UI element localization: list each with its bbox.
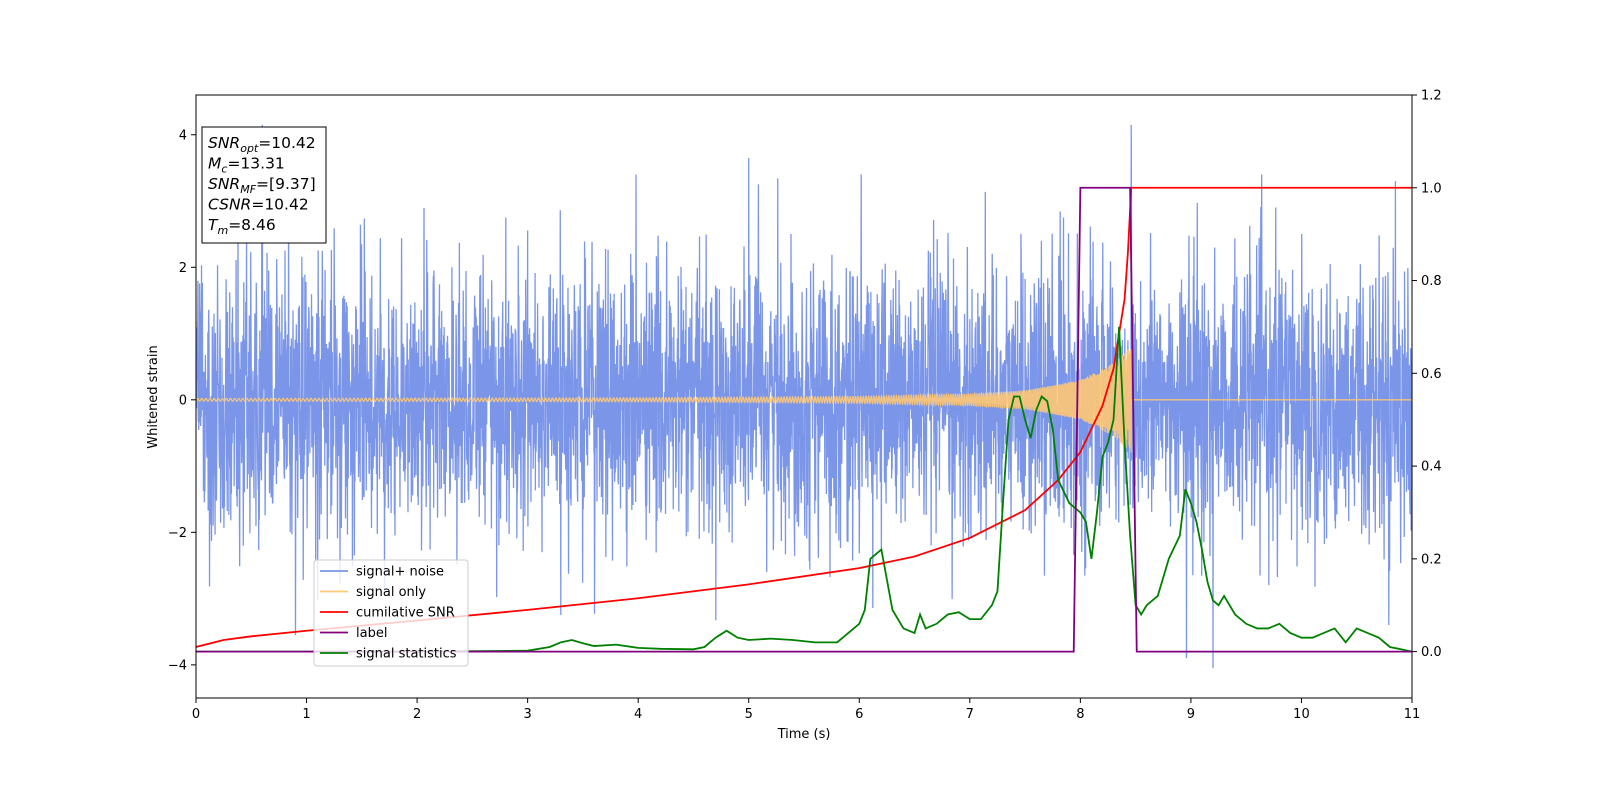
y-tick-label: −4 <box>168 658 187 673</box>
x-tick-label: 8 <box>1076 707 1084 722</box>
y-tick-label: 0 <box>179 393 187 408</box>
y-tick-label: −2 <box>168 526 187 541</box>
legend-label-label: label <box>356 626 387 641</box>
x-tick-label: 7 <box>966 707 974 722</box>
info-box-line: Tm=8.46 <box>208 216 276 237</box>
y2-tick-label: 0.8 <box>1421 274 1442 289</box>
y-tick-label: 2 <box>179 261 187 276</box>
x-tick-label: 11 <box>1404 707 1421 722</box>
info-box-frame <box>201 126 327 244</box>
legend-label-signal-only: signal only <box>356 585 426 600</box>
legend-label-cumulative-snr: cumilative SNR <box>356 606 455 621</box>
x-axis-label: Time (s) <box>777 727 831 742</box>
y-axis-label: Whitened strain <box>146 345 161 448</box>
legend: signal+ noise signal only cumilative SNR la… <box>313 559 469 667</box>
y2-tick-label: 1.0 <box>1421 181 1442 196</box>
x-tick-label: 2 <box>413 707 421 722</box>
x-tick-label: 3 <box>523 707 531 722</box>
plot-frame <box>195 94 1413 699</box>
x-tick-label: 5 <box>745 707 753 722</box>
info-box-line: Mc=13.31 <box>208 155 285 176</box>
y2-tick-label: 0.4 <box>1421 460 1442 475</box>
y2-tick-label: 0.6 <box>1421 367 1442 382</box>
x-tick-label: 6 <box>855 707 863 722</box>
series-line-signal-only <box>196 349 1412 453</box>
info-box-line: SNRMF=[9.37] <box>208 175 316 196</box>
y2-tick-label: 1.2 <box>1421 89 1442 104</box>
y2-tick-label: 0.0 <box>1421 645 1442 660</box>
x-tick-label: 1 <box>302 707 310 722</box>
series-line-label <box>196 186 1412 653</box>
info-box-line: CSNR=10.42 <box>208 196 309 214</box>
series-line-signal-statistics <box>196 326 1412 653</box>
x-tick-label: 9 <box>1187 707 1195 722</box>
axes-layer: 0 1 2 3 4 5 6 7 8 9 10 11 −4 −2 0 2 4 0.0 0.2 0.4 0.6 0.8 1.0 1… <box>168 89 1442 723</box>
legend-frame <box>313 559 469 667</box>
info-box: SNRopt=10.42Mc=13.31SNRMF=[9.37]CSNR=10.… <box>201 126 327 244</box>
x-tick-label: 10 <box>1293 707 1310 722</box>
series-line-signal-noise <box>196 124 1412 669</box>
legend-label-signal-noise: signal+ noise <box>356 565 444 580</box>
x-tick-label: 4 <box>634 707 642 722</box>
x-tick-label: 0 <box>192 707 200 722</box>
y-tick-label: 4 <box>179 128 187 143</box>
y2-tick-label: 0.2 <box>1421 552 1442 567</box>
legend-label-signal-statistics: signal statistics <box>356 647 457 662</box>
info-box-line: SNRopt=10.42 <box>208 134 316 155</box>
